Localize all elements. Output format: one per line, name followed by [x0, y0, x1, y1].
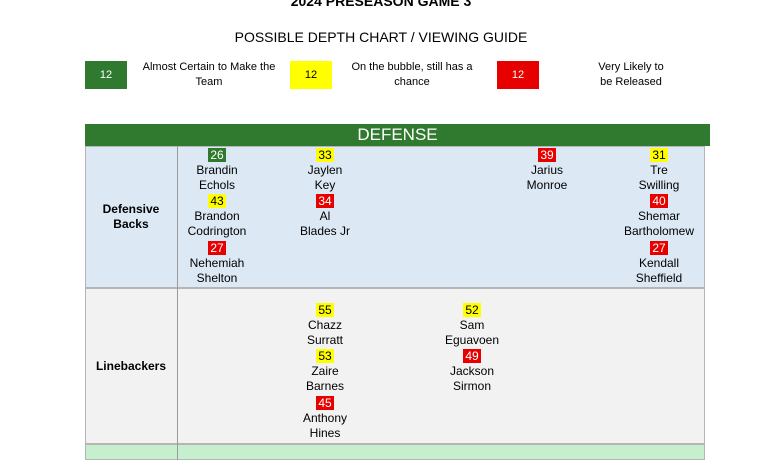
player-last-name: Codrington: [187, 224, 247, 238]
jersey-number: 39: [538, 148, 556, 162]
group-row-linebackers: [85, 288, 705, 444]
player-last-name: Hines: [309, 426, 341, 440]
player-entry: 43 Brandon Codrington: [172, 194, 262, 239]
player-first-name: Tre: [650, 163, 668, 177]
legend-text-certain: Almost Certain to Make the Team: [133, 60, 285, 90]
legend-text-line: be Released: [600, 76, 662, 88]
group-label-line: Backs: [113, 217, 149, 231]
player-entry: 27 Nehemiah Shelton: [172, 241, 262, 286]
player-entry: 52 Sam Eguavoen: [427, 303, 517, 348]
column-divider: [177, 444, 178, 460]
jersey-number: 40: [650, 194, 668, 208]
player-last-name: Key: [314, 178, 336, 192]
player-entry: 26 Brandin Echols: [172, 148, 262, 193]
group-row-defensive-backs: [85, 146, 705, 288]
jersey-number: 33: [316, 148, 334, 162]
legend-text-line: Very Likely to: [598, 61, 664, 73]
player-first-name: Brandin: [196, 163, 238, 177]
player-entry: 53 Zaire Barnes: [280, 349, 370, 394]
jersey-number: 27: [208, 241, 226, 255]
jersey-number: 53: [316, 349, 334, 363]
player-last-name: Echols: [198, 178, 236, 192]
player-entry: 40 Shemar Bartholomew: [614, 194, 704, 239]
jersey-number: 31: [650, 148, 668, 162]
player-first-name: Anthony: [302, 411, 348, 425]
group-row-next: [85, 444, 705, 460]
player-last-name: Eguavoen: [444, 333, 500, 347]
player-last-name: Sheffield: [635, 271, 683, 285]
player-entry: 49 Jackson Sirmon: [427, 349, 517, 394]
player-last-name: Swilling: [638, 178, 680, 192]
player-last-name: Surratt: [306, 333, 343, 347]
player-first-name: Zaire: [311, 364, 339, 378]
jersey-number: 43: [208, 194, 226, 208]
jersey-number: 26: [208, 148, 226, 162]
legend-text-line: Almost Certain to Make the: [142, 61, 276, 73]
player-entry: 27 Kendall Sheffield: [614, 241, 704, 286]
jersey-number: 27: [650, 241, 668, 255]
player-first-name: Al: [319, 209, 331, 223]
legend-swatch-certain: 12: [85, 61, 127, 89]
page-subtitle: POSSIBLE DEPTH CHART / VIEWING GUIDE: [234, 29, 528, 45]
group-label-defensive-backs: Defensive Backs: [85, 146, 178, 288]
player-last-name: Blades Jr: [299, 224, 351, 238]
jersey-number: 34: [316, 194, 334, 208]
player-entry: 55 Chazz Surratt: [280, 303, 370, 348]
legend-text-bubble: On the bubble, still has a chance: [336, 60, 488, 90]
legend-swatch-bubble: 12: [290, 61, 332, 89]
player-first-name: Nehemiah: [189, 256, 245, 270]
player-entry: 31 Tre Swilling: [614, 148, 704, 193]
group-label-linebackers: Linebackers: [85, 288, 178, 444]
player-first-name: Sam: [459, 318, 485, 332]
player-first-name: Chazz: [307, 318, 342, 332]
legend-swatch-released: 12: [497, 61, 539, 89]
player-first-name: Kendall: [638, 256, 680, 270]
player-entry: 34 Al Blades Jr: [280, 194, 370, 239]
legend-text-line: On the bubble, still has a: [351, 61, 473, 73]
group-label-line: Defensive: [102, 202, 160, 216]
player-entry: 39 Jarius Monroe: [502, 148, 592, 193]
section-header-defense: DEFENSE: [85, 124, 710, 146]
player-last-name: Barnes: [305, 379, 345, 393]
page-title: 2024 PRESEASON GAME 3: [290, 0, 472, 9]
jersey-number: 55: [316, 303, 334, 317]
player-first-name: Jaylen: [307, 163, 343, 177]
jersey-number: 52: [463, 303, 481, 317]
player-first-name: Jarius: [530, 163, 563, 177]
legend-text-line: chance: [394, 76, 430, 88]
player-last-name: Bartholomew: [623, 224, 695, 238]
player-entry: 45 Anthony Hines: [280, 396, 370, 441]
player-first-name: Jackson: [449, 364, 495, 378]
jersey-number: 45: [316, 396, 334, 410]
group-label-line: Linebackers: [95, 358, 167, 373]
jersey-number: 49: [463, 349, 481, 363]
legend-text-line: Team: [195, 76, 223, 88]
player-first-name: Shemar: [637, 209, 681, 223]
player-first-name: Brandon: [194, 209, 240, 223]
legend-text-released: Very Likely to be Released: [566, 60, 696, 90]
player-entry: 33 Jaylen Key: [280, 148, 370, 193]
player-last-name: Sirmon: [452, 379, 491, 393]
player-last-name: Monroe: [526, 178, 568, 192]
player-last-name: Shelton: [196, 271, 238, 285]
